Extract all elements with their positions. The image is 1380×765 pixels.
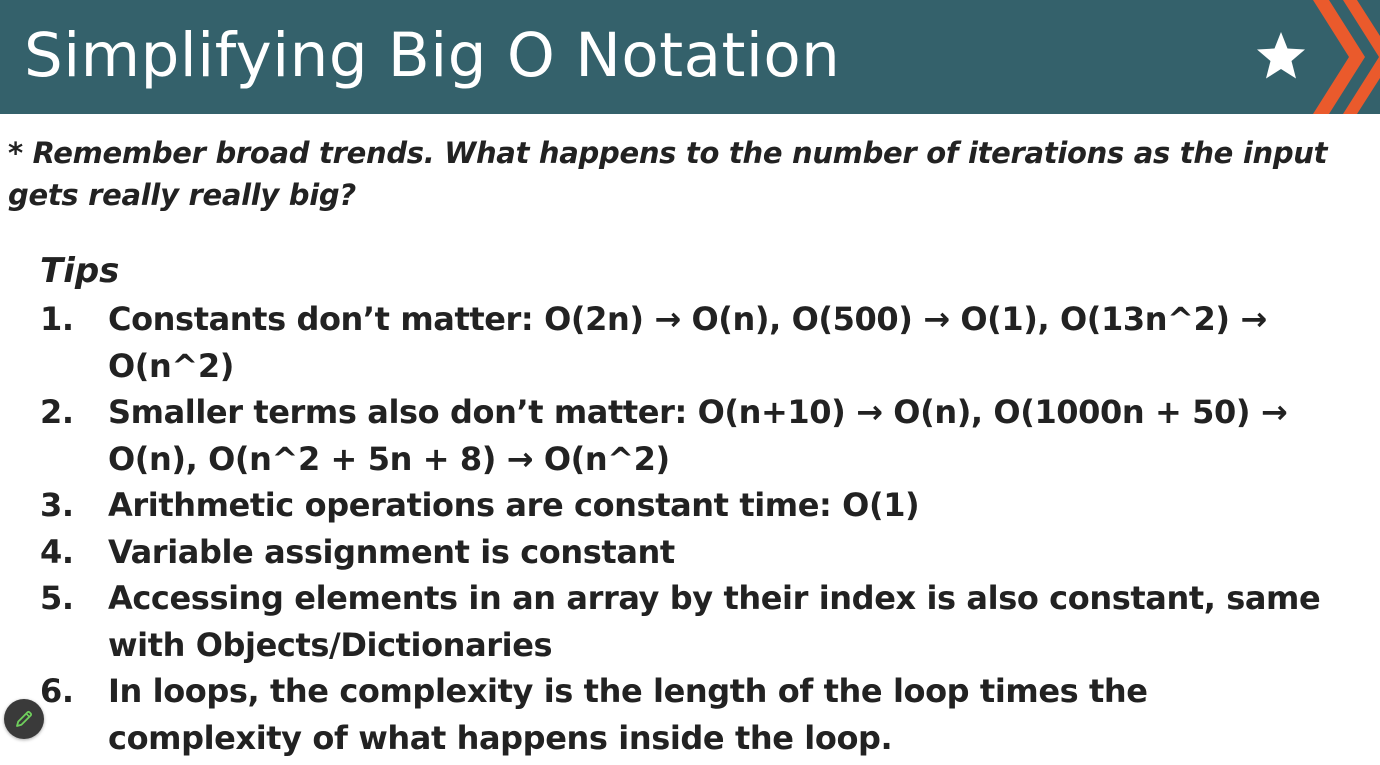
tips-list: 1. Constants don’t matter: O(2n) → O(n),… [40, 296, 1350, 761]
tip-text: Arithmetic operations are constant time:… [108, 486, 920, 524]
remember-note: * Remember broad trends. What happens to… [8, 136, 1328, 212]
annotate-pen-button[interactable] [4, 699, 44, 739]
pen-icon [16, 710, 33, 727]
tip-item: 6. In loops, the complexity is the lengt… [40, 668, 1350, 761]
tip-number: 4. [40, 532, 74, 571]
double-chevron-right-icon [1313, 0, 1380, 114]
tip-number: 2. [40, 393, 74, 431]
tip-item: 5. Accessing elements in an array by the… [40, 575, 1350, 668]
tip-text: In loops, the complexity is the length o… [108, 672, 1148, 757]
tip-item: 4. Variable assignment is constant [40, 529, 1350, 576]
tip-number: 3. [40, 486, 74, 524]
star-icon [1257, 32, 1305, 79]
tip-text: Variable assignment is constant [108, 532, 675, 571]
tip-number: 5. [40, 579, 74, 617]
slide-title: Simplifying Big O Notation [24, 20, 841, 91]
tip-item: 3. Arithmetic operations are constant ti… [40, 482, 1350, 529]
tips-heading: Tips [40, 251, 120, 291]
tip-text: Smaller terms also don’t matter: O(n+10)… [108, 393, 1288, 478]
tip-number: 6. [40, 672, 74, 710]
tip-text: Accessing elements in an array by their … [108, 579, 1321, 664]
slide-header: Simplifying Big O Notation [0, 0, 1380, 114]
tip-item: 2. Smaller terms also don’t matter: O(n+… [40, 389, 1350, 482]
tip-number: 1. [40, 300, 74, 338]
tip-text: Constants don’t matter: O(2n) → O(n), O(… [108, 300, 1267, 385]
tip-item: 1. Constants don’t matter: O(2n) → O(n),… [40, 296, 1350, 389]
